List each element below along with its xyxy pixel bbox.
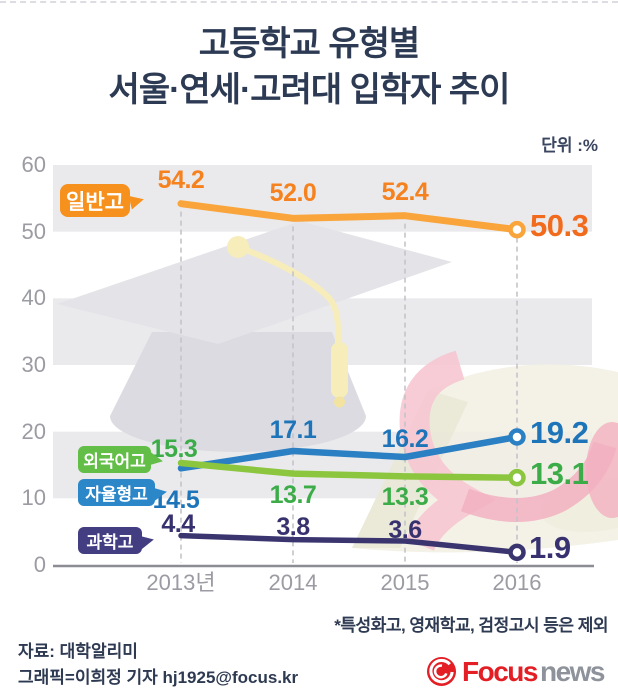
logo-word-focus: Focus bbox=[462, 655, 538, 687]
series-label-ilbango: 일반고 bbox=[60, 184, 130, 217]
title-line-1: 고등학교 유형별 bbox=[198, 25, 420, 63]
page-title: 고등학교 유형별 서울·연세·고려대 입학자 추이 bbox=[0, 22, 618, 113]
end-point-marker bbox=[508, 543, 526, 562]
footnote: *특성화고, 영재학교, 검정고시 등은 제외 bbox=[334, 616, 608, 635]
focus-news-logo: Focus news bbox=[426, 655, 606, 687]
series-label-text: 외국어고 bbox=[83, 452, 146, 471]
credit-source: 자료: 대학알리미 bbox=[18, 642, 138, 661]
unit-label: 단위 :% bbox=[541, 136, 598, 155]
series-label-text: 과학고 bbox=[86, 533, 134, 552]
title-line-2: 서울·연세·고려대 입학자 추이 bbox=[108, 70, 511, 109]
series-line bbox=[177, 459, 521, 481]
end-point-marker bbox=[508, 220, 526, 239]
series-label-text: 자율형고 bbox=[85, 485, 148, 504]
graduation-cap-watermark bbox=[57, 221, 452, 452]
series-label-text: 일반고 bbox=[66, 190, 124, 214]
credit-graphic: 그래픽=이희정 기자 hj1925@focus.kr bbox=[18, 668, 299, 687]
series-line bbox=[178, 532, 520, 556]
end-point-marker bbox=[508, 468, 526, 487]
series-line bbox=[177, 433, 521, 472]
diploma-watermark bbox=[352, 350, 618, 553]
series-label-oegugeogo: 외국어고 bbox=[78, 446, 151, 473]
data-lines bbox=[177, 200, 526, 562]
series-label-gwahakgo: 과학고 bbox=[78, 527, 142, 554]
end-point-marker bbox=[508, 428, 526, 446]
top-dashed-border bbox=[0, 1, 618, 3]
column-guides bbox=[180, 211, 518, 563]
series-line bbox=[177, 200, 521, 234]
logo-word-news: news bbox=[539, 655, 606, 687]
series-label-jayulhyeonggo: 자율형고 bbox=[78, 479, 155, 506]
focus-swirl-icon bbox=[426, 656, 457, 687]
